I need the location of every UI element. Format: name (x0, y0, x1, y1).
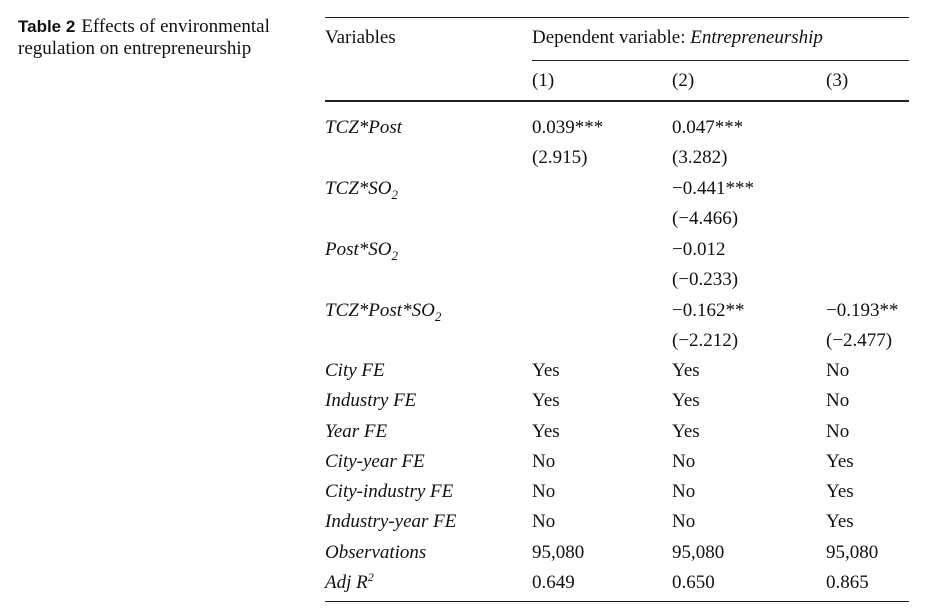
table-cell: No (826, 390, 850, 411)
tstat-cell: (2.915) (532, 147, 588, 168)
row-label-tcz-post: TCZ*Post (325, 117, 403, 138)
table-cell: No (532, 481, 556, 502)
subscript: 2 (391, 187, 399, 202)
row-label-adj-r2: Adj R2 (325, 570, 374, 595)
row-label-industry-year-fe: Industry-year FE (325, 511, 457, 532)
row-label-city-year-fe: City-year FE (325, 451, 425, 472)
table-cell: No (532, 451, 556, 472)
subscript: 2 (434, 309, 442, 324)
col-header-3: (3) (826, 70, 849, 91)
row-label-text: Post*SO (325, 239, 392, 260)
table-label: Table 2 (18, 17, 76, 36)
header-subrule (532, 60, 909, 61)
table-cell: Yes (672, 360, 700, 381)
row-label-industry-fe: Industry FE (325, 390, 417, 411)
tstat-cell: (−2.212) (672, 330, 739, 351)
col-header-1: (1) (532, 70, 555, 91)
table-caption: Table 2 Effects of environmental regulati… (18, 16, 308, 60)
coef-cell: −0.012 (672, 239, 726, 260)
table-cell: No (826, 421, 850, 442)
row-label-city-fe: City FE (325, 360, 385, 381)
row-label-post-so2: Post*SO2 (325, 239, 399, 263)
table-cell: No (672, 511, 696, 532)
coef-cell: 0.047*** (672, 117, 744, 138)
row-label-tcz-post-so2: TCZ*Post*SO2 (325, 300, 442, 324)
tstat-cell: (−0.233) (672, 269, 739, 290)
dependent-name: Entrepreneurship (690, 27, 823, 48)
coef-cell: 0.039*** (532, 117, 604, 138)
dependent-prefix: Dependent variable: (532, 27, 691, 48)
tstat-cell: (−4.466) (672, 208, 739, 229)
table-cell: 95,080 (672, 542, 725, 563)
table-cell: Yes (826, 451, 854, 472)
table-cell: 0.649 (532, 572, 575, 593)
table-cell: No (672, 451, 696, 472)
table-cell: Yes (672, 421, 700, 442)
coef-cell: −0.162** (672, 300, 745, 321)
header-rule (325, 100, 909, 102)
row-label-text: TCZ*SO (325, 178, 392, 199)
table-cell: 0.650 (672, 572, 715, 593)
row-label-year-fe: Year FE (325, 421, 388, 442)
table-cell: No (532, 511, 556, 532)
variables-header: Variables (325, 27, 396, 48)
row-label-tcz-so2: TCZ*SO2 (325, 178, 399, 202)
table-cell: Yes (532, 421, 560, 442)
tstat-cell: (3.282) (672, 147, 728, 168)
dependent-variable-header: Dependent variable: Entrepreneurship (532, 27, 823, 49)
row-label-text: Adj R (325, 572, 368, 593)
row-label-city-industry-fe: City-industry FE (325, 481, 454, 502)
superscript: 2 (367, 570, 374, 584)
table-cell: 95,080 (826, 542, 879, 563)
table-cell: No (826, 360, 850, 381)
coef-cell: −0.441*** (672, 178, 754, 199)
top-rule (325, 17, 909, 18)
table-cell: Yes (532, 360, 560, 381)
table-title: Effects of environmental regulation on e… (18, 16, 270, 59)
table-cell: Yes (672, 390, 700, 411)
table-cell: Yes (826, 511, 854, 532)
row-label-observations: Observations (325, 542, 427, 563)
coef-cell: −0.193** (826, 300, 899, 321)
subscript: 2 (391, 248, 399, 263)
table-cell: 0.865 (826, 572, 869, 593)
table-cell: Yes (826, 481, 854, 502)
table-cell: Yes (532, 390, 560, 411)
col-header-2: (2) (672, 70, 695, 91)
table-cell: 95,080 (532, 542, 585, 563)
tstat-cell: (−2.477) (826, 330, 893, 351)
row-label-text: TCZ*Post*SO (325, 300, 435, 321)
bottom-rule (325, 601, 909, 602)
table-cell: No (672, 481, 696, 502)
